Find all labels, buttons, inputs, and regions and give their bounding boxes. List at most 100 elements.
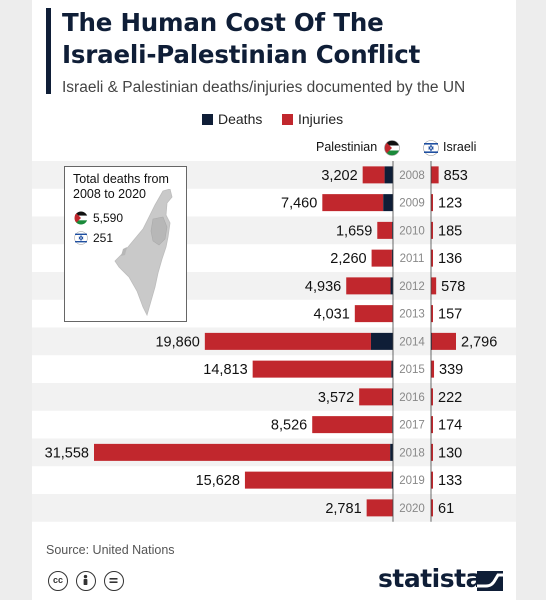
- inset-title: Total deaths from 2008 to 2020: [73, 172, 169, 201]
- year-label: 2013: [399, 309, 425, 321]
- row-stripe: [32, 494, 516, 522]
- butterfly-bar-chart: 3,202 2008 853 7,460 2009 123 1,659 2010 185 2,26…: [32, 161, 516, 522]
- palestinian-deaths-bar: [390, 277, 393, 295]
- palestinian-value-label: 4,031: [314, 307, 350, 323]
- palestinian-value-label: 2,781: [325, 501, 361, 517]
- year-label: 2016: [399, 392, 425, 404]
- palestinian-value-label: 3,572: [318, 390, 354, 406]
- palestinian-injuries-bar: [244, 471, 392, 489]
- equals-icon[interactable]: [104, 571, 124, 591]
- israeli-injuries-bar: [431, 221, 433, 239]
- source-note: Source: United Nations: [46, 543, 175, 557]
- israeli-injuries-bar: [431, 332, 456, 350]
- israeli-value-label: 853: [444, 168, 468, 184]
- israeli-injuries-bar: [431, 443, 433, 461]
- chart-title-line1: The Human Cost Of The: [62, 8, 384, 37]
- inset-palestinian-deaths: 5,590: [93, 211, 124, 225]
- israel-flag-icon: [423, 140, 439, 156]
- israeli-value-label: 222: [438, 390, 462, 406]
- year-label: 2020: [399, 503, 425, 515]
- chart-title-line2: Israeli-Palestinian Conflict: [62, 40, 421, 69]
- israeli-value-label: 130: [438, 445, 462, 461]
- palestine-flag-icon: [384, 140, 400, 156]
- palestinian-deaths-bar: [391, 471, 393, 489]
- israeli-injuries-bar: [431, 194, 433, 212]
- legend-deaths-label: Deaths: [218, 111, 263, 127]
- palestinian-injuries-bar: [354, 305, 393, 323]
- palestinian-injuries-bar: [252, 360, 392, 378]
- legend-deaths-swatch: [202, 114, 213, 125]
- israeli-value-label: 174: [438, 418, 462, 434]
- palestinian-injuries-bar: [377, 221, 393, 239]
- legend: Deaths Injuries: [0, 110, 546, 130]
- palestinian-injuries-bar: [359, 388, 392, 406]
- palestinian-deaths-bar: [390, 443, 393, 461]
- israeli-value-label: 185: [438, 223, 462, 239]
- palestinian-deaths-bar: [391, 360, 393, 378]
- israeli-value-label: 133: [438, 473, 462, 489]
- israel-flag-icon: [74, 231, 88, 245]
- year-label: 2018: [399, 447, 425, 459]
- israeli-injuries-bar: [431, 499, 433, 517]
- israeli-injuries-bar: [431, 360, 435, 378]
- palestinian-injuries-bar: [346, 277, 391, 295]
- palestinian-deaths-bar: [384, 166, 393, 184]
- palestinian-column-header: Palestinian: [316, 140, 378, 154]
- year-label: 2017: [399, 420, 425, 432]
- israeli-value-label: 61: [438, 501, 454, 517]
- palestine-flag-icon: [74, 211, 88, 225]
- israeli-injuries-bar: [431, 166, 439, 184]
- palestinian-injuries-bar: [371, 249, 392, 267]
- statista-logo-icon[interactable]: [477, 571, 503, 591]
- palestinian-injuries-bar: [94, 443, 391, 461]
- israeli-injuries-bar: [431, 249, 433, 267]
- legend-injuries-swatch: [282, 114, 293, 125]
- israeli-value-label: 123: [438, 196, 462, 212]
- palestinian-deaths-bar: [383, 194, 393, 212]
- year-label: 2012: [399, 281, 425, 293]
- palestinian-value-label: 2,260: [330, 251, 366, 267]
- total-deaths-inset: Total deaths from 2008 to 2020 5,590 251: [64, 166, 187, 322]
- chart-subtitle: Israeli & Palestinian deaths/injuries do…: [62, 79, 466, 96]
- israeli-injuries-bar: [431, 305, 433, 323]
- palestinian-deaths-bar: [370, 332, 393, 350]
- palestinian-value-label: 19,860: [155, 334, 199, 350]
- israeli-value-label: 136: [438, 251, 462, 267]
- israel-palestine-map-icon: [114, 189, 173, 317]
- cc-icon[interactable]: cc: [48, 571, 68, 591]
- year-label: 2011: [400, 253, 425, 265]
- israeli-value-label: 2,796: [461, 334, 497, 350]
- year-label: 2019: [399, 475, 425, 487]
- title-accent-bar: [46, 8, 51, 94]
- legend-injuries-label: Injuries: [298, 111, 344, 127]
- year-label: 2010: [399, 225, 425, 237]
- palestinian-injuries-bar: [204, 332, 371, 350]
- palestinian-value-label: 8,526: [271, 418, 307, 434]
- palestinian-injuries-bar: [312, 416, 393, 434]
- israeli-injuries-bar: [431, 471, 433, 489]
- year-label: 2015: [399, 364, 425, 376]
- israeli-value-label: 157: [438, 307, 462, 323]
- israeli-value-label: 578: [441, 279, 465, 295]
- israeli-value-label: 339: [439, 362, 463, 378]
- palestinian-value-label: 1,659: [336, 223, 372, 239]
- palestinian-value-label: 14,813: [203, 362, 247, 378]
- palestinian-value-label: 4,936: [305, 279, 341, 295]
- palestinian-deaths-bar: [391, 249, 393, 267]
- palestinian-deaths-bar: [392, 221, 393, 239]
- palestinian-injuries-bar: [366, 499, 393, 517]
- palestinian-value-label: 15,628: [196, 473, 240, 489]
- statista-logo-text[interactable]: statista: [378, 564, 482, 593]
- palestinian-injuries-bar: [362, 166, 385, 184]
- palestinian-value-label: 31,558: [45, 445, 89, 461]
- person-icon[interactable]: [76, 571, 96, 591]
- israeli-injuries-bar: [431, 277, 437, 295]
- palestinian-injuries-bar: [322, 194, 384, 212]
- palestinian-deaths-bar: [391, 388, 393, 406]
- israeli-column-header: Israeli: [443, 140, 477, 154]
- year-label: 2014: [399, 336, 425, 348]
- row-stripe: [32, 383, 516, 411]
- inset-israeli-deaths: 251: [93, 231, 114, 245]
- israeli-injuries-bar: [431, 388, 433, 406]
- year-label: 2009: [399, 198, 425, 210]
